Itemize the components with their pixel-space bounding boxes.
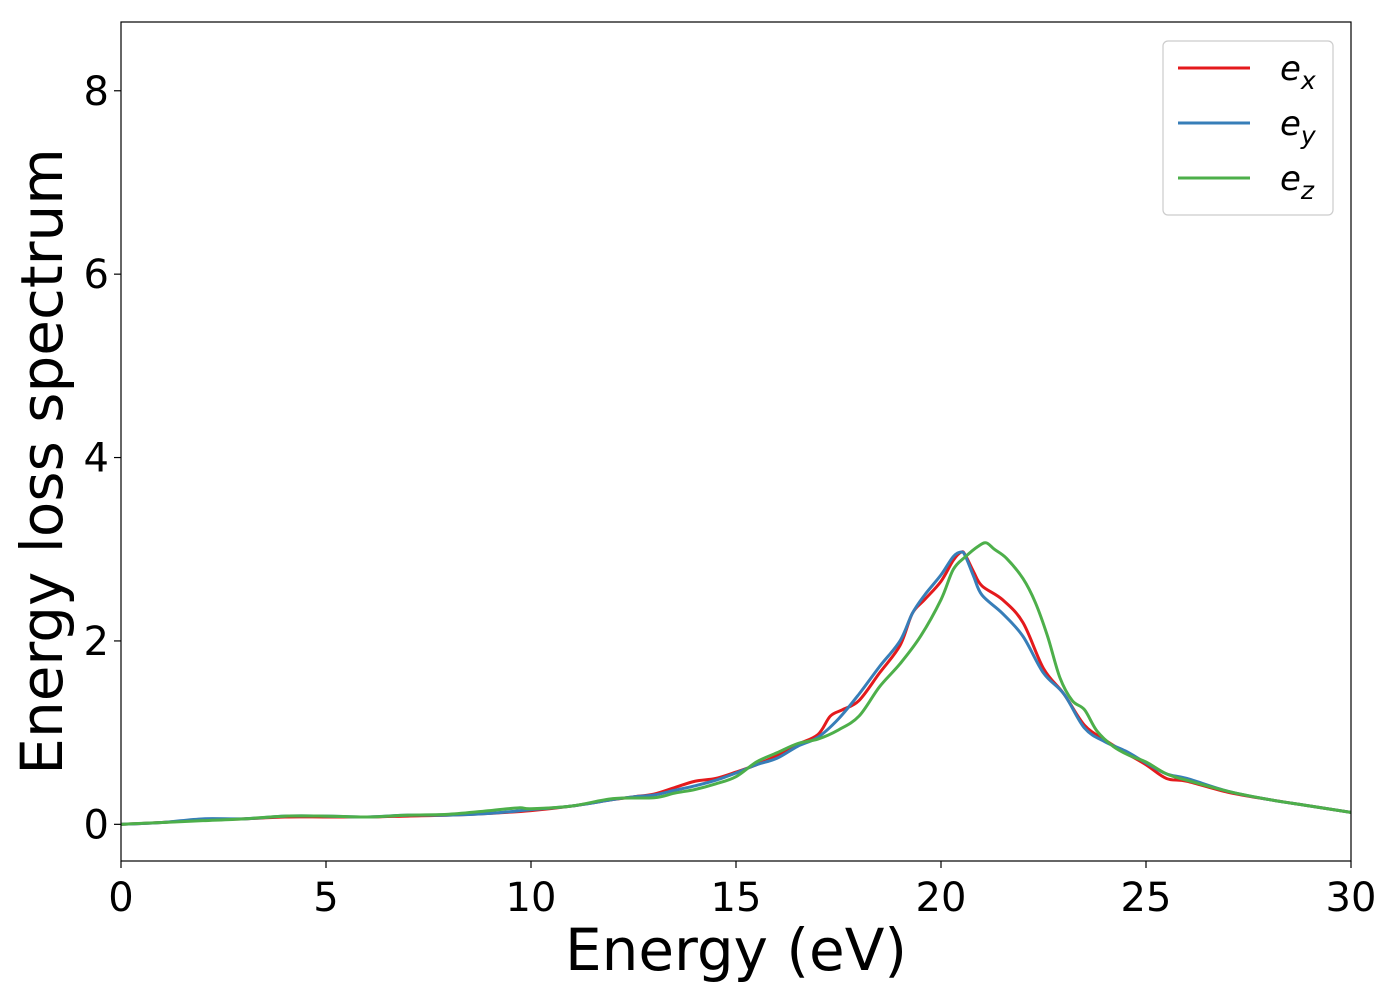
y-axis: 0 2 4 6 8 xyxy=(84,69,121,848)
x-tick-label: 0 xyxy=(108,875,133,921)
y-tick-label: 0 xyxy=(84,802,109,848)
series-line-x xyxy=(121,550,1351,826)
legend-box xyxy=(1162,40,1334,216)
legend-label-y: ey xyxy=(1280,104,1317,150)
x-tick-label: 30 xyxy=(1326,875,1377,921)
y-tick-label: 8 xyxy=(84,69,109,115)
x-axis: 0 5 10 15 20 25 30 xyxy=(108,861,1376,921)
y-tick-label: 4 xyxy=(84,436,109,482)
y-tick-label: 2 xyxy=(84,619,109,665)
x-tick-label: 5 xyxy=(313,875,338,921)
x-tick-label: 10 xyxy=(506,875,557,921)
legend-label-x: ex xyxy=(1280,49,1316,95)
x-tick-label: 15 xyxy=(711,875,762,921)
y-tick-label: 6 xyxy=(84,252,109,298)
series-line-z xyxy=(121,541,1351,826)
legend-label-z: ez xyxy=(1280,159,1315,205)
x-axis-title: Energy (eV) xyxy=(565,916,907,984)
x-tick-label: 25 xyxy=(1121,875,1172,921)
series-line-y xyxy=(121,550,1351,826)
y-axis-title: Energy loss spectrum xyxy=(8,148,76,774)
x-tick-label: 20 xyxy=(916,875,967,921)
series-layer xyxy=(121,541,1351,826)
legend: ex ey ez xyxy=(1162,40,1334,216)
